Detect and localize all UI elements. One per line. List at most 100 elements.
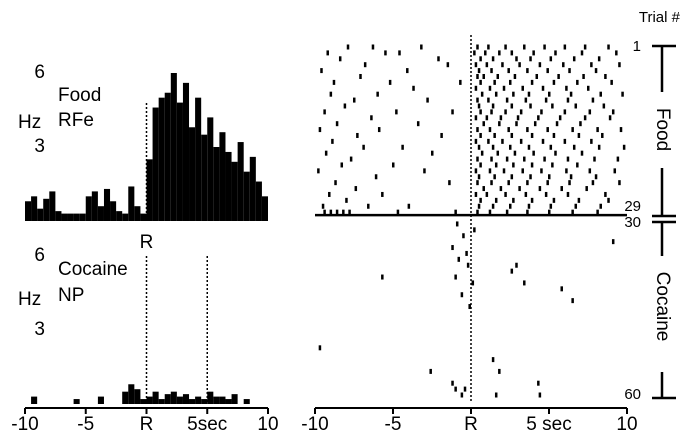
annotation: RFe	[58, 110, 94, 131]
spike	[334, 180, 337, 186]
spike	[412, 85, 415, 91]
spike	[591, 97, 595, 103]
bar	[176, 102, 183, 221]
spike	[476, 97, 479, 103]
bar	[85, 196, 92, 221]
spike	[381, 274, 384, 280]
spike	[563, 138, 567, 144]
spike	[513, 150, 517, 156]
spike	[384, 50, 387, 56]
spike	[498, 121, 501, 127]
spike	[477, 203, 481, 209]
spike	[345, 197, 348, 203]
spike	[608, 115, 612, 121]
spike	[554, 150, 557, 156]
bar	[61, 213, 68, 221]
spike	[479, 79, 482, 85]
bar	[49, 191, 56, 221]
spike	[477, 68, 481, 74]
spike	[571, 298, 574, 304]
spike	[560, 186, 563, 192]
spike	[588, 168, 592, 174]
spike	[491, 203, 495, 209]
spike	[362, 144, 365, 150]
spike	[317, 168, 320, 174]
spike	[338, 56, 342, 62]
bar	[225, 399, 232, 404]
spike	[530, 162, 534, 168]
spike	[329, 91, 333, 97]
bar	[73, 399, 80, 404]
spike	[496, 73, 500, 79]
spike	[454, 209, 457, 215]
label-bg	[652, 92, 672, 168]
x-tick-label: 10	[616, 414, 637, 435]
bar	[103, 188, 111, 221]
spike	[398, 50, 401, 56]
spike	[566, 191, 570, 197]
spike	[594, 174, 598, 180]
y-tick-label: 29	[624, 198, 641, 215]
spike	[505, 156, 509, 162]
spike	[460, 292, 464, 298]
annotation: Cocaine	[58, 259, 128, 280]
spike	[527, 144, 531, 150]
spike	[493, 79, 496, 85]
spike	[585, 186, 588, 192]
spike	[524, 191, 528, 197]
spike	[476, 44, 479, 50]
spike	[406, 68, 409, 74]
spike	[510, 103, 514, 109]
bar	[140, 399, 147, 404]
bar	[164, 394, 171, 404]
bar	[122, 391, 129, 404]
spike	[416, 121, 420, 127]
spike	[335, 121, 339, 127]
bar	[219, 132, 226, 221]
spike	[576, 162, 579, 168]
spike	[491, 357, 495, 363]
spike	[510, 268, 514, 274]
spike	[346, 44, 350, 50]
bar	[213, 147, 220, 221]
spike	[616, 156, 620, 162]
spike	[530, 79, 534, 85]
bar	[31, 196, 38, 221]
spike	[513, 73, 517, 79]
spike	[546, 127, 549, 133]
spike	[468, 304, 471, 310]
spike	[529, 174, 532, 180]
bar	[164, 92, 171, 221]
y-tick-label: 3	[34, 136, 45, 157]
spike	[546, 68, 549, 74]
spike	[566, 97, 570, 103]
spike	[572, 56, 576, 62]
spike	[538, 62, 542, 68]
spike	[618, 62, 621, 68]
spike	[474, 115, 478, 121]
spike	[552, 79, 556, 85]
spike	[340, 162, 344, 168]
spike	[401, 144, 404, 150]
spike	[611, 109, 615, 115]
spike	[510, 50, 514, 56]
spike	[530, 132, 534, 138]
spike	[482, 186, 485, 192]
bar	[79, 213, 86, 221]
spike	[474, 168, 478, 174]
bar	[176, 396, 183, 404]
spike	[471, 280, 475, 286]
spike	[529, 56, 532, 62]
bar	[67, 213, 74, 221]
bar	[231, 161, 238, 221]
spike	[488, 209, 492, 215]
spike	[459, 79, 462, 85]
bar	[37, 208, 44, 221]
spike	[388, 79, 392, 85]
spike	[523, 44, 526, 50]
spike	[548, 209, 551, 215]
spike	[535, 73, 539, 79]
spike	[377, 127, 381, 133]
spike	[363, 62, 367, 68]
